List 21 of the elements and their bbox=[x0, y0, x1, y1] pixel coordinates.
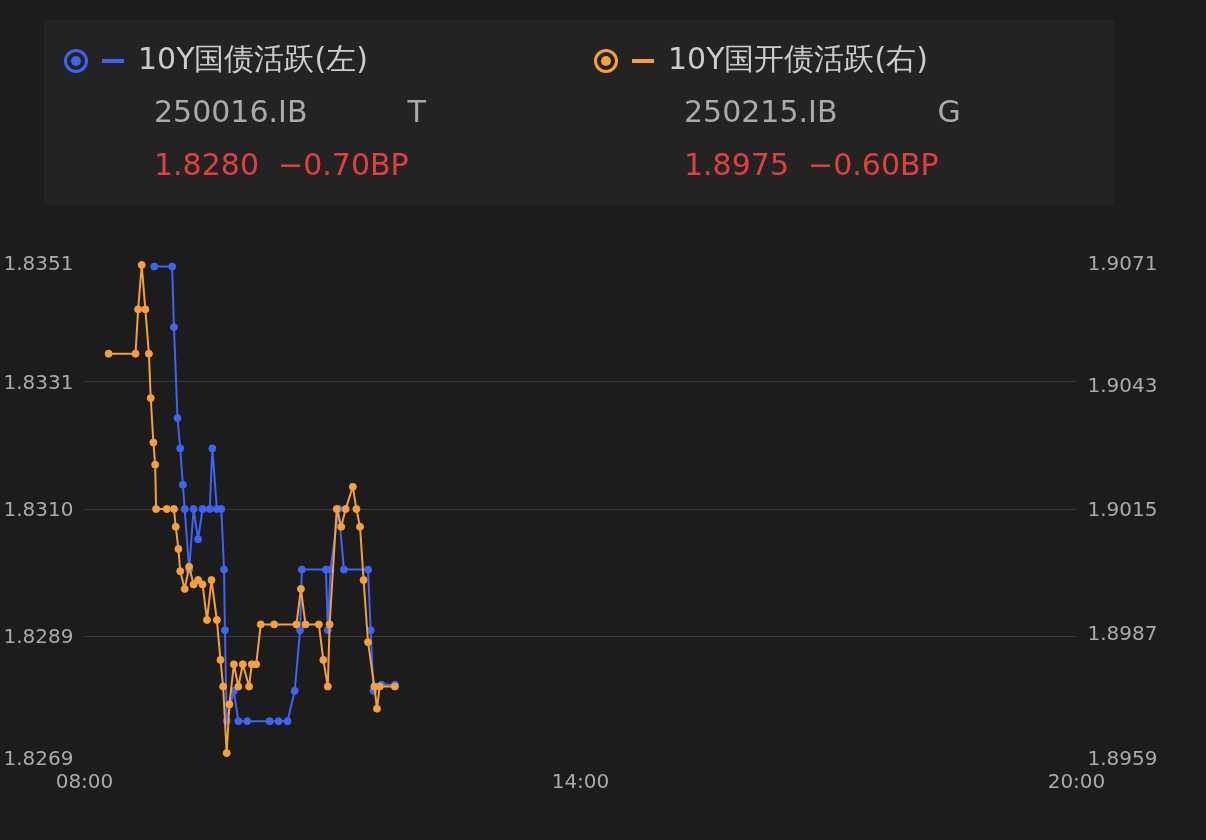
legend-label: 10Y国开债活跃(右) bbox=[668, 41, 928, 76]
text: 1.8975 −0.60BP bbox=[684, 145, 940, 184]
y-tick-label: 1.8310 bbox=[3, 497, 74, 521]
legend-label: 10Y国债活跃(左) bbox=[138, 41, 368, 76]
x-tick-label: 20:00 bbox=[1047, 768, 1106, 793]
x-tick-label: 14:00 bbox=[551, 768, 610, 793]
y2-tick-label: 1.9071 bbox=[1087, 250, 1158, 275]
text: 250016.IB bbox=[154, 93, 308, 129]
y-tick-label: 1.8351 bbox=[3, 250, 74, 275]
y2-tick-label: 1.8987 bbox=[1087, 621, 1158, 646]
x-tick-label: 08:00 bbox=[55, 768, 114, 793]
y2-tick-label: 1.8959 bbox=[1087, 745, 1158, 770]
y-tick-label: 1.8331 bbox=[3, 369, 74, 394]
y2-tick-label: 1.9043 bbox=[1087, 372, 1158, 397]
y-tick-label: 1.8269 bbox=[3, 745, 74, 770]
text: 250215.IB bbox=[684, 93, 838, 129]
text: 1.8280 −0.70BP bbox=[154, 145, 410, 184]
y-tick-label: 1.8289 bbox=[3, 624, 74, 649]
text: G bbox=[937, 93, 961, 129]
text: T bbox=[407, 93, 426, 129]
y2-tick-label: 1.9015 bbox=[1087, 497, 1158, 521]
